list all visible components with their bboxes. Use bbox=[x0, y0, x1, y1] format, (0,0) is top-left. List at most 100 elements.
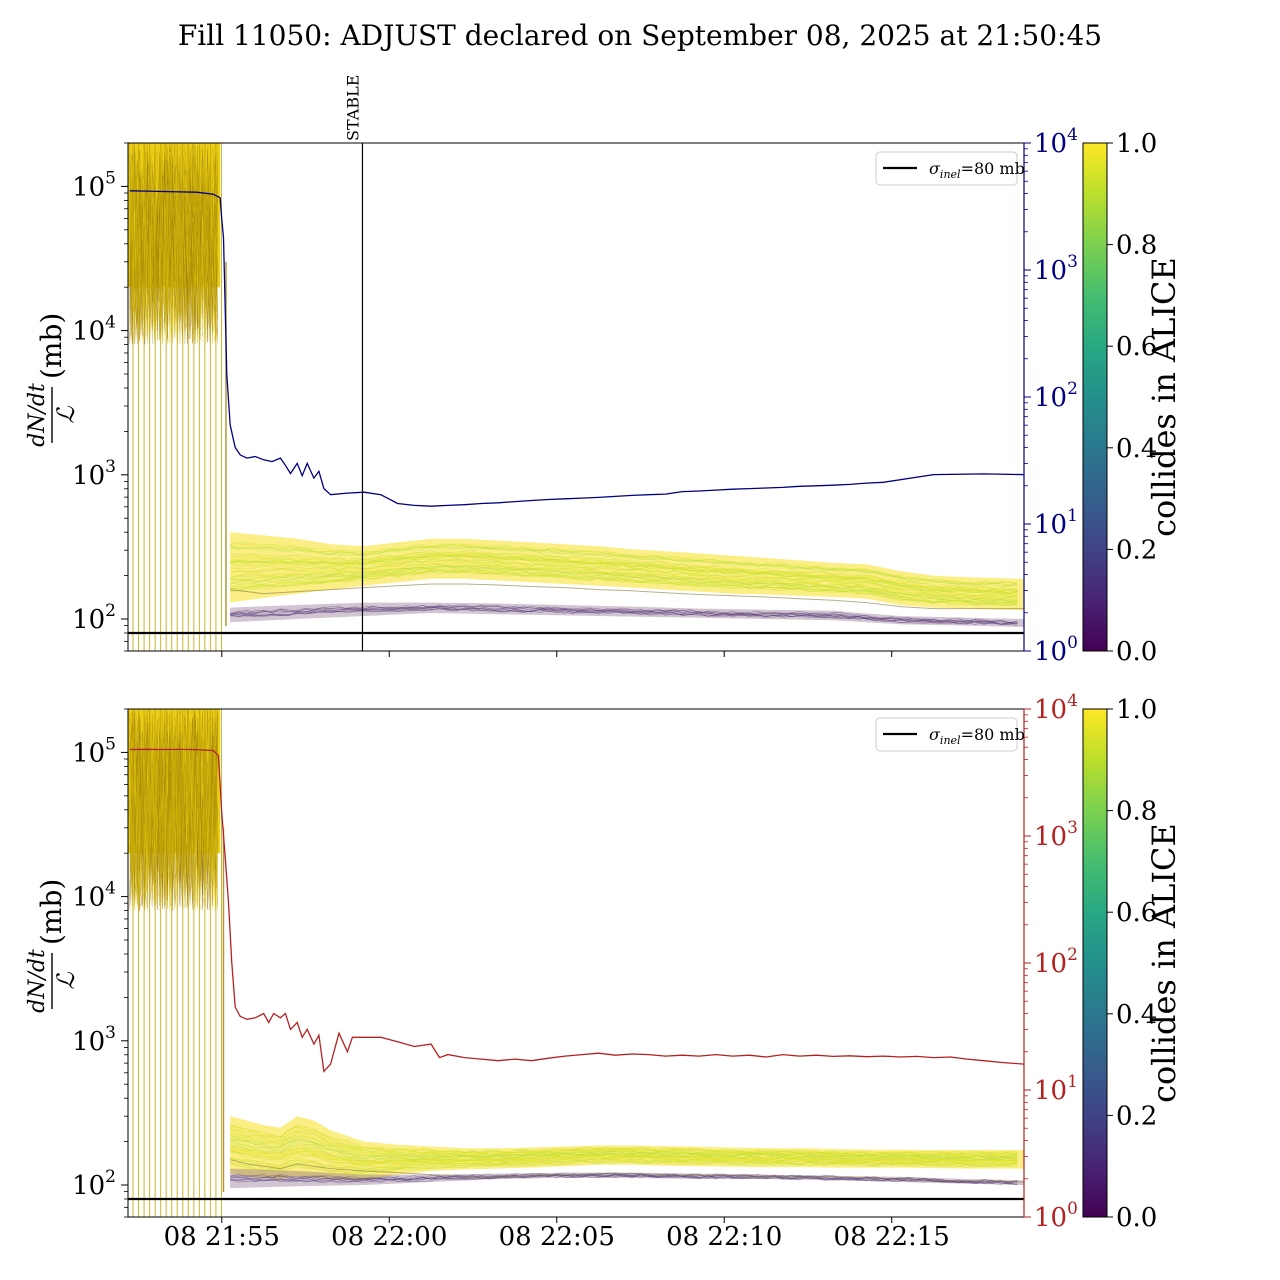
plot-area bbox=[128, 143, 1024, 651]
bunch-line bbox=[230, 553, 1018, 594]
bunch-line bbox=[230, 559, 1018, 598]
bunch-line bbox=[230, 564, 1018, 602]
bunch-line bbox=[230, 554, 1018, 593]
bunch-line bbox=[230, 1160, 1018, 1175]
bunch-line bbox=[230, 561, 1018, 600]
bunch-line bbox=[230, 545, 1018, 587]
purple-bunch-band bbox=[230, 602, 1024, 627]
x-tick-label: 08 22:10 bbox=[666, 1222, 782, 1252]
bunch-line bbox=[230, 556, 1018, 596]
right-tick-label: 101 bbox=[1034, 506, 1078, 540]
bunch-line bbox=[230, 559, 1018, 599]
bunch-line bbox=[230, 542, 1018, 585]
top-panel: STABLE 102 103 104 105 dN/dt ℒ (mb) 100 101 102 103… bbox=[25, 75, 1078, 667]
bunch-line bbox=[230, 544, 1018, 586]
bunch-line bbox=[230, 553, 1018, 594]
bunch-line bbox=[230, 545, 1018, 587]
bunch-line bbox=[230, 1146, 1018, 1164]
bunch-line bbox=[230, 1140, 1018, 1162]
bunch-line bbox=[230, 1124, 1018, 1156]
ylabel-numerator: dN/dt bbox=[25, 383, 50, 447]
bunch-line bbox=[230, 1129, 1018, 1156]
left-tick-label: 102 bbox=[72, 1167, 116, 1201]
bunch-line bbox=[230, 1145, 1018, 1164]
bunch-line bbox=[230, 569, 1018, 607]
bunch-line bbox=[230, 568, 1018, 606]
bunch-line bbox=[230, 561, 1018, 599]
bunch-line bbox=[230, 554, 1018, 595]
figure-title: Fill 11050: ADJUST declared on September… bbox=[178, 19, 1102, 52]
pre-adjust-bunch-lines bbox=[128, 143, 227, 651]
bunch-line bbox=[230, 542, 1018, 585]
bunch-line bbox=[230, 551, 1018, 592]
bunch-line bbox=[230, 1152, 1018, 1169]
ylabel-denominator: ℒ bbox=[52, 972, 80, 990]
left-axis: 102 103 104 105 bbox=[72, 708, 128, 1218]
x-tick-label: 08 22:15 bbox=[834, 1222, 950, 1252]
colorbar-tick-label: 0.4 bbox=[1116, 434, 1157, 464]
bunch-line bbox=[230, 569, 1018, 607]
bunch-line bbox=[230, 559, 1018, 598]
bunch-line bbox=[230, 605, 1018, 624]
bunch-line bbox=[230, 1151, 1018, 1167]
colorbar-tick-label: 1.0 bbox=[1116, 129, 1157, 159]
bunch-bands bbox=[230, 532, 1024, 627]
legend-box bbox=[875, 717, 1018, 752]
bunch-line bbox=[230, 607, 1018, 625]
series-line-0 bbox=[129, 190, 1024, 507]
right-tick-label: 100 bbox=[1034, 1199, 1078, 1233]
yellow-bunch-band bbox=[230, 1116, 1024, 1181]
bunch-line bbox=[230, 553, 1018, 594]
bunch-line bbox=[230, 551, 1018, 592]
bunch-line bbox=[230, 1124, 1018, 1156]
bunch-median-line bbox=[230, 1159, 1024, 1183]
yellow-bunch-band bbox=[230, 532, 1024, 611]
legend-label: σinel=80 mb bbox=[929, 725, 1025, 747]
legend-box bbox=[875, 151, 1018, 186]
bunch-line bbox=[230, 1149, 1018, 1166]
legend: σinel=80 mb bbox=[875, 717, 1025, 752]
stable-marker-label: STABLE bbox=[343, 75, 362, 141]
bunch-line bbox=[230, 1157, 1018, 1171]
bunch-line bbox=[230, 1128, 1018, 1156]
bunch-line bbox=[230, 545, 1018, 587]
bunch-line bbox=[230, 1126, 1018, 1155]
colorbar-tick-label: 0.4 bbox=[1116, 1000, 1157, 1030]
bunch-line bbox=[230, 553, 1018, 593]
right-tick-label: 103 bbox=[1034, 252, 1078, 286]
colorbar-tick-label: 0.0 bbox=[1116, 637, 1157, 667]
colorbar-tick-label: 0.0 bbox=[1116, 1203, 1157, 1233]
bunch-line bbox=[230, 1155, 1018, 1171]
legend: σinel=80 mb bbox=[875, 151, 1025, 186]
left-tick-label: 103 bbox=[72, 1023, 116, 1057]
x-axis bbox=[221, 651, 893, 657]
bunch-line bbox=[230, 564, 1018, 601]
bunch-line bbox=[230, 1159, 1018, 1174]
colorbar-tick-label: 0.8 bbox=[1116, 231, 1157, 261]
bunch-median-line bbox=[230, 583, 1024, 610]
bunch-line bbox=[230, 1144, 1018, 1163]
bunch-line bbox=[230, 564, 1018, 602]
right-tick-label: 100 bbox=[1034, 633, 1078, 667]
bunch-line bbox=[230, 1173, 1018, 1186]
bunch-line bbox=[230, 570, 1018, 606]
plot-area bbox=[128, 709, 1024, 1217]
purple-bunch-band bbox=[230, 1168, 1024, 1189]
bunch-line bbox=[230, 565, 1018, 603]
bunch-bands bbox=[230, 1116, 1024, 1189]
bunch-line bbox=[230, 1148, 1018, 1165]
colorbar-tick-label: 0.8 bbox=[1116, 797, 1157, 827]
bunch-line bbox=[230, 1158, 1018, 1172]
bunch-line bbox=[230, 564, 1018, 602]
bunch-line bbox=[230, 568, 1018, 605]
right-tick-label: 104 bbox=[1034, 691, 1078, 725]
bunch-line bbox=[230, 1134, 1018, 1158]
right-tick-label: 104 bbox=[1034, 125, 1078, 159]
bunch-line bbox=[230, 550, 1018, 591]
bunch-line bbox=[230, 1134, 1018, 1158]
bunch-line bbox=[230, 1146, 1018, 1163]
bunch-line bbox=[230, 553, 1018, 594]
legend-label: σinel=80 mb bbox=[929, 159, 1025, 181]
bunch-line bbox=[230, 605, 1018, 624]
